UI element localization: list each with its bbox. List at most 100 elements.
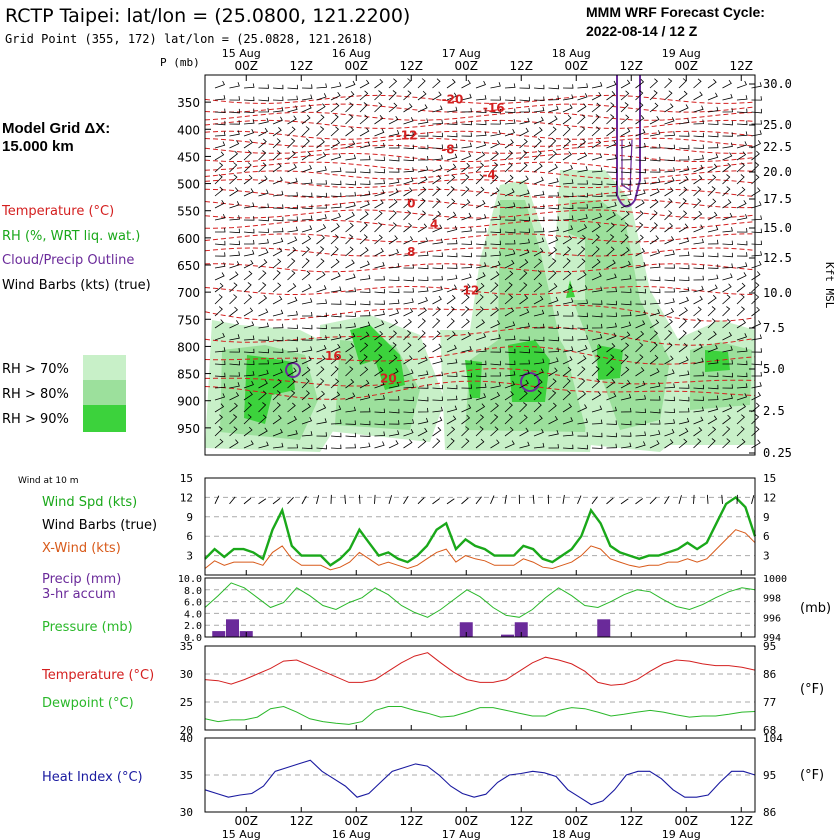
wind-barb (359, 311, 371, 317)
wind-barb (693, 318, 702, 329)
wind-barb (533, 309, 545, 317)
wind-barb (591, 444, 603, 449)
wind-barb (446, 252, 458, 258)
wind-barb (591, 378, 601, 389)
wind-barb (388, 396, 400, 401)
wind-barb (620, 288, 632, 293)
wind-barb (693, 175, 703, 185)
wind-barb (635, 168, 646, 174)
wind-barb (577, 299, 588, 305)
wind-barb (649, 288, 661, 294)
wind-barb (475, 131, 487, 137)
bottom-hour-label-7: 12Z (620, 814, 644, 828)
top-hour-label-0: 00Z (235, 59, 259, 73)
wind-barb (577, 404, 588, 413)
wind-barb (577, 355, 587, 365)
wind-barb (345, 343, 355, 353)
wind-barb (345, 168, 356, 173)
wind-barb (214, 186, 224, 197)
cloud-outline-0 (616, 75, 641, 208)
wind-barb (548, 105, 559, 113)
wind-barb (243, 188, 254, 197)
wind-barb (504, 426, 514, 437)
wind-barb (388, 263, 400, 269)
wind-barb (359, 155, 371, 161)
wind-barb (301, 225, 313, 233)
wind-barb (577, 166, 588, 173)
wind-barb (664, 156, 675, 162)
wind-barb (519, 348, 530, 354)
wind-barb (635, 102, 644, 113)
wind-barb (461, 152, 472, 161)
surface-wind-barb (446, 498, 455, 505)
wind-barb (751, 282, 760, 293)
wind-barb (751, 108, 762, 114)
wind-barb (374, 380, 385, 389)
kft-tick-label-9: 5.0 (763, 362, 785, 376)
wind-barb (620, 200, 631, 209)
wind-barb (243, 129, 255, 137)
precip-tick-0: 0.0 (184, 633, 202, 644)
wind-barb (736, 306, 746, 317)
wind-barb (533, 428, 544, 437)
xwind-label: X-Wind (kts) (42, 541, 121, 556)
wind-barb (258, 189, 269, 197)
wind-barb (258, 117, 269, 125)
wind-barb (577, 312, 588, 318)
pressure-tick-3: 1000 (763, 574, 787, 585)
wind-barb (490, 426, 499, 437)
wind-barb (214, 393, 226, 401)
wind-barb (490, 382, 501, 389)
surface-wind-barb (620, 498, 629, 505)
wind-barb (678, 356, 689, 365)
wind-barb (620, 127, 631, 137)
wind-barb (548, 443, 559, 449)
isotherm-5 (204, 137, 756, 147)
wind-barb (649, 420, 661, 425)
wind-barb (345, 354, 354, 365)
wind-barb (316, 299, 327, 305)
legend-wind-barbs: Wind Barbs (kts) (true) (2, 278, 151, 293)
wind-barb (417, 237, 429, 245)
wind-barb (678, 144, 690, 150)
wind-barb (417, 356, 428, 365)
top-hour-label-3: 12Z (400, 59, 424, 73)
wind-barb (548, 191, 559, 197)
wind-barb (214, 108, 226, 114)
wind-barb (432, 132, 443, 138)
wind-barb (577, 366, 586, 377)
wind-barb (649, 198, 659, 209)
wind-barb (475, 319, 486, 329)
wind-barb (403, 396, 414, 402)
wind-barb (591, 300, 603, 305)
wind-barb (374, 179, 385, 185)
top-hour-label-5: 12Z (510, 59, 534, 73)
wind-barb (519, 390, 528, 401)
wind-barb (519, 294, 529, 305)
wind-barb (591, 419, 603, 425)
wind-barb (330, 312, 342, 318)
wind-barb (722, 107, 733, 113)
wind-barb (664, 288, 675, 293)
wind-barb (330, 114, 339, 125)
page-title: RCTP Taipei: lat/lon = (25.0800, 121.220… (5, 5, 410, 27)
temp-right-tick-2: 86 (763, 668, 776, 681)
wind-barb (258, 203, 269, 209)
bottom-hour-label-9: 12Z (730, 814, 754, 828)
wind-barb (606, 420, 617, 425)
wind-barb (577, 192, 588, 198)
wind-barb (316, 366, 325, 377)
wind-barb (475, 383, 487, 389)
wind-barb (432, 371, 443, 377)
wind-barb (258, 84, 269, 89)
wind-barb (403, 103, 413, 113)
model-grid-label: Model Grid ΔX: (2, 120, 110, 137)
wind-barb (258, 322, 269, 329)
wind-barb (620, 432, 632, 437)
wind-barb (678, 90, 688, 101)
wind-barb (301, 215, 313, 221)
wind-barb (432, 238, 443, 245)
wind-barb (403, 429, 414, 437)
wind-barb (635, 395, 646, 401)
wind-barb (374, 261, 385, 269)
